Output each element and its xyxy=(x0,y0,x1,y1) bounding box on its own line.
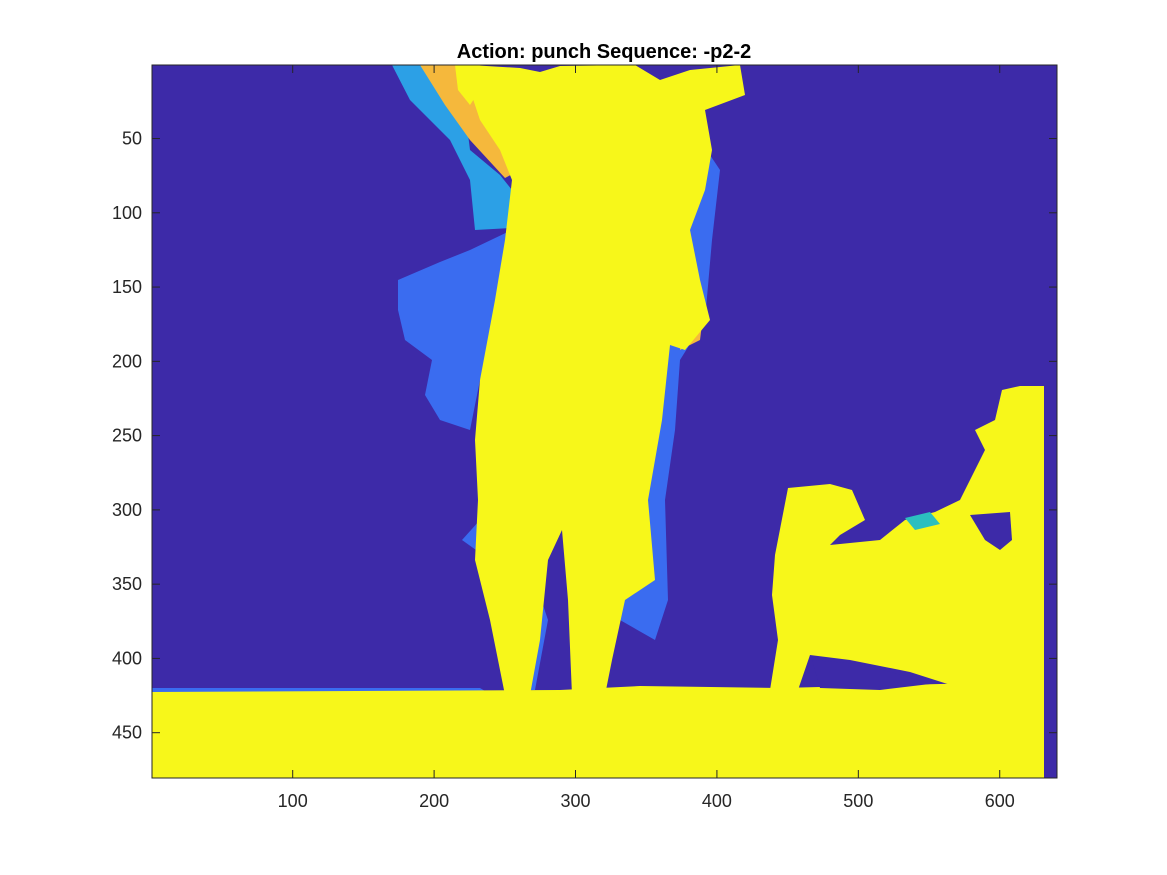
chart-title: Action: punch Sequence: -p2-2 xyxy=(457,41,751,63)
y-tick-label: 400 xyxy=(112,648,142,668)
person-head-spot xyxy=(455,65,480,105)
x-tick-label: 400 xyxy=(702,791,732,811)
y-tick-label: 250 xyxy=(112,426,142,446)
x-tick-label: 500 xyxy=(843,791,873,811)
plot-area xyxy=(152,65,1057,778)
right-blank-column xyxy=(1044,386,1057,778)
x-tick-label: 600 xyxy=(985,791,1015,811)
y-tick-label: 150 xyxy=(112,277,142,297)
x-tick-label: 200 xyxy=(419,791,449,811)
halo-left-arm xyxy=(398,230,520,430)
furniture-gap xyxy=(812,660,930,690)
person-silhouette xyxy=(470,65,745,695)
x-tick-label: 300 xyxy=(560,791,590,811)
floor xyxy=(152,682,1044,778)
halo-head xyxy=(392,65,520,230)
y-tick-label: 200 xyxy=(112,351,142,371)
y-tick-label: 50 xyxy=(122,129,142,149)
y-axis: 50 100 150 200 250 300 350 400 450 xyxy=(112,129,1057,743)
x-axis: 100 200 300 400 500 600 xyxy=(278,65,1015,811)
halo-head-orange xyxy=(420,65,520,178)
furniture-cyan-edge xyxy=(905,512,940,530)
furniture-left-block xyxy=(770,386,1044,690)
furniture-gap-upper xyxy=(970,512,1012,550)
x-tick-label: 100 xyxy=(278,791,308,811)
y-tick-label: 450 xyxy=(112,723,142,743)
y-tick-label: 300 xyxy=(112,500,142,520)
y-tick-label: 350 xyxy=(112,574,142,594)
axes-box xyxy=(151,64,1058,779)
y-tick-label: 100 xyxy=(112,203,142,223)
